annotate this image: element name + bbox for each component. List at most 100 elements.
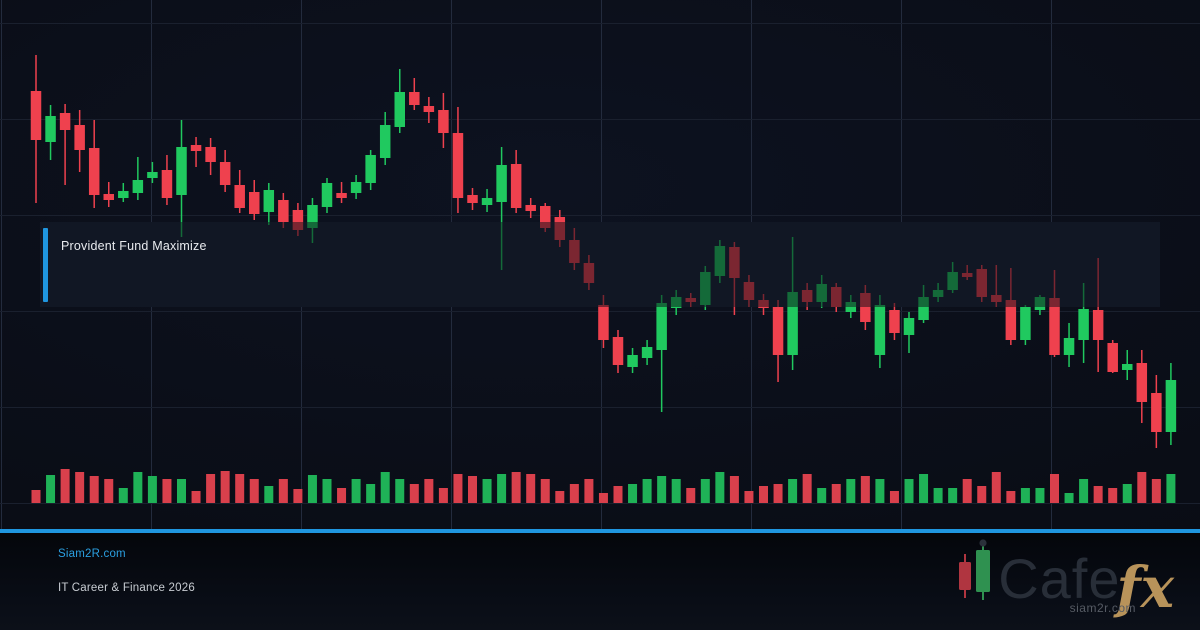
candle [889,310,900,333]
candle [1063,338,1075,355]
volume-bar [729,476,739,503]
candle [59,113,71,130]
volume-bar [1137,472,1147,503]
annotation-label: Provident Fund Maximize [61,239,207,253]
volume-bar [60,469,70,503]
candle [656,303,667,350]
volume-bar [351,479,361,503]
volume-bar [788,479,798,503]
volume-bar [438,488,448,503]
volume-bar [569,484,579,503]
candle [510,164,522,208]
candle [481,198,493,205]
volume-bar [1064,493,1074,503]
candle [1107,343,1118,372]
volume-bar [1006,491,1016,503]
candle [1049,298,1060,355]
volume-bar [1166,474,1176,503]
volume-bar [147,476,157,503]
volume-bar [1093,486,1103,503]
candle [336,193,347,198]
volume-bar [1079,479,1089,503]
candle [118,191,129,198]
volume-bar [555,491,565,503]
volume-bar [977,486,987,503]
volume-bar [948,488,958,503]
volume-bar [598,493,608,503]
volume-bar [628,484,638,503]
candle [365,155,376,183]
footer [0,533,1200,630]
candle [409,92,420,105]
volume-bar [409,484,419,503]
volume-bar [962,479,972,503]
volume-bar [75,472,85,503]
volume-bar [846,479,856,503]
footer-tagline: IT Career & Finance 2026 [58,582,195,594]
logo-candles-icon [959,539,991,600]
annotation-accent-bar [43,228,48,302]
volume-bar [453,474,463,503]
candle [860,293,871,322]
volume-bar [31,490,41,503]
candle [132,180,144,193]
volume-bar [991,472,1001,503]
candle [467,195,478,203]
logo-domain-text: siam2r.com [1069,601,1136,615]
volume-bar [671,479,681,503]
volume-bar [860,476,870,503]
volume-bar [395,479,405,503]
volume-bar [235,474,245,503]
volume-bar [337,488,347,503]
volume-bar [526,474,536,503]
candle [249,192,260,214]
volume-bar [657,476,667,503]
volume-bar [875,479,885,503]
candlestick-chart [0,0,1200,530]
volume-bar [831,484,841,503]
candle [30,91,42,140]
candle [452,133,464,198]
logo-cafe-text: Cafe [998,547,1121,611]
candle [525,205,536,211]
candle [292,210,304,230]
footer-separator [0,529,1200,533]
volume-bar [759,486,768,503]
volume-bar [482,479,492,503]
candle [321,183,333,207]
candle [219,162,231,185]
candle [438,110,449,133]
annotation-callout: Provident Fund Maximize [43,228,207,302]
candle [190,145,202,151]
volume-bar [206,474,216,503]
volume-bar [104,479,114,503]
volume-bar [249,479,259,503]
site-link[interactable]: Siam2R.com [58,548,126,560]
candle [278,200,289,222]
volume-bar [46,475,56,503]
candle [918,297,929,320]
volume-bar [1050,474,1059,503]
candle [627,355,638,367]
candle [874,305,886,355]
volume-bar [424,479,434,503]
volume-bar [118,488,128,503]
volume-bar [919,474,929,503]
candle [1165,380,1177,432]
candle [787,292,798,355]
candle [1122,364,1133,370]
logo-fx-text: fx [1116,554,1174,621]
volume-bar [264,486,274,503]
volume-bar [89,476,99,503]
candle [903,318,915,335]
candle [234,185,245,208]
candle [1092,310,1104,340]
candle [598,305,609,340]
volume-bar [715,472,725,503]
candle [1136,363,1148,402]
candle [88,148,100,195]
volume-bar [1122,484,1132,503]
volume-bar [802,474,812,503]
volume-bar [511,472,521,503]
